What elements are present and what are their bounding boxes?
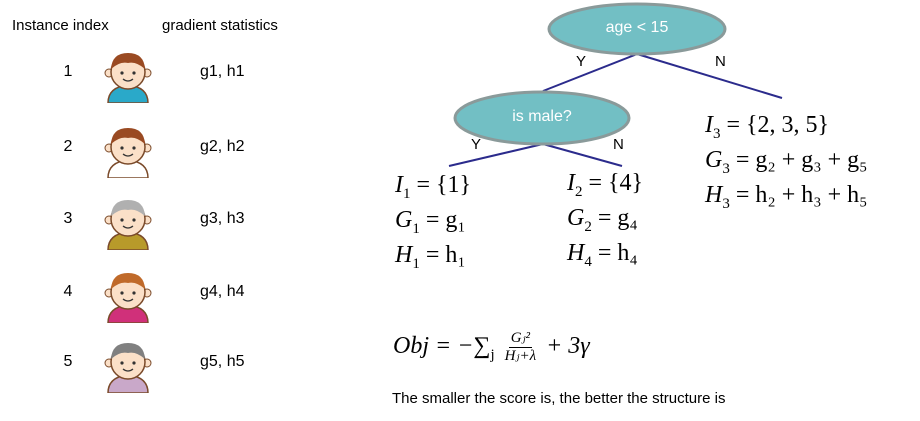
fraction-numerator: Gⱼ²	[508, 330, 533, 348]
objective-fraction: Gⱼ² Hⱼ+λ	[505, 330, 536, 365]
objective-suffix: + 3γ	[546, 333, 590, 360]
leaf-1-G-formula: G1 = g₁	[395, 207, 466, 238]
formula-var: H	[705, 182, 723, 208]
child-node-label: is male?	[512, 108, 572, 125]
objective-formula: Obj = −∑j Gⱼ² Hⱼ+λ + 3γ	[393, 330, 590, 365]
formula-rhs: = g₂ + g₃ + g₅	[729, 147, 868, 173]
root-yes-edge	[542, 53, 638, 92]
child-yes-edge	[448, 143, 544, 167]
note-text: The smaller the score is, the better the…	[392, 390, 726, 407]
header-gradient-statistics: gradient statistics	[162, 17, 278, 34]
old-woman-icon	[104, 343, 152, 393]
root-no-edge	[636, 53, 783, 99]
instance-gradient-stats: g5, h5	[200, 353, 245, 370]
child-yes-label: Y	[471, 136, 482, 153]
leaf-2-I-formula: I2 = {4}	[567, 170, 643, 201]
formula-rhs: = h₂ + h₃ + h₅	[729, 182, 868, 208]
woman-icon	[104, 128, 152, 178]
leaf-2-H-formula: H4 = h₄	[567, 240, 638, 271]
instance-gradient-stats: g3, h3	[200, 210, 245, 227]
boy-icon	[104, 53, 152, 103]
objective-sum-sub: j	[490, 346, 495, 363]
root-no-label: N	[715, 53, 726, 70]
instance-gradient-stats: g2, h2	[200, 138, 245, 155]
leaf-1-I-formula: I1 = {1}	[395, 172, 471, 203]
formula-sub: 2	[575, 183, 583, 200]
leaf-2-G-formula: G2 = g₄	[567, 205, 638, 236]
leaf-3-G-formula: G3 = g₂ + g₃ + g₅	[705, 147, 868, 178]
formula-var: I	[567, 170, 575, 196]
formula-rhs: = {4}	[582, 170, 644, 196]
formula-var: H	[567, 240, 585, 266]
child-no-edge	[542, 143, 623, 167]
root-node-label: age < 15	[605, 19, 669, 36]
leaf-3-H-formula: H3 = h₂ + h₃ + h₅	[705, 182, 868, 213]
formula-rhs: = h₁	[419, 242, 466, 268]
formula-var: H	[395, 242, 413, 268]
instance-gradient-stats: g1, h1	[200, 63, 245, 80]
instance-gradient-stats: g4, h4	[200, 283, 245, 300]
formula-rhs: = {2, 3, 5}	[720, 112, 830, 138]
formula-sub: 1	[412, 255, 420, 272]
fraction-denominator: Hⱼ+λ	[504, 348, 537, 364]
formula-rhs: = g₁	[419, 207, 466, 233]
instance-index: 2	[63, 138, 73, 155]
root-yes-label: Y	[576, 53, 587, 70]
formula-rhs: = {1}	[410, 172, 472, 198]
old-man-icon	[104, 200, 152, 250]
formula-var: I	[705, 112, 713, 138]
formula-sub: 1	[412, 220, 420, 237]
formula-sub: 4	[584, 253, 592, 270]
formula-var: I	[395, 172, 403, 198]
formula-rhs: = h₄	[591, 240, 638, 266]
child-no-label: N	[613, 136, 624, 153]
formula-var: G	[705, 147, 723, 173]
leaf-1-H-formula: H1 = h₁	[395, 242, 466, 273]
formula-sub: 3	[722, 160, 730, 177]
instance-index: 5	[63, 353, 73, 370]
leaf-3-I-formula: I3 = {2, 3, 5}	[705, 112, 829, 143]
objective-prefix: Obj = −∑	[393, 333, 491, 360]
formula-rhs: = g₄	[591, 205, 638, 231]
formula-sub: 1	[403, 185, 411, 202]
formula-sub: 2	[584, 218, 592, 235]
formula-var: G	[395, 207, 413, 233]
header-instance-index: Instance index	[12, 17, 109, 34]
instance-index: 3	[63, 210, 73, 227]
instance-index: 1	[63, 63, 73, 80]
instance-index: 4	[63, 283, 73, 300]
girl-icon	[104, 273, 152, 323]
formula-sub: 3	[713, 125, 721, 142]
formula-var: G	[567, 205, 585, 231]
root-node	[547, 2, 727, 56]
formula-sub: 3	[722, 195, 730, 212]
child-node	[453, 90, 631, 146]
